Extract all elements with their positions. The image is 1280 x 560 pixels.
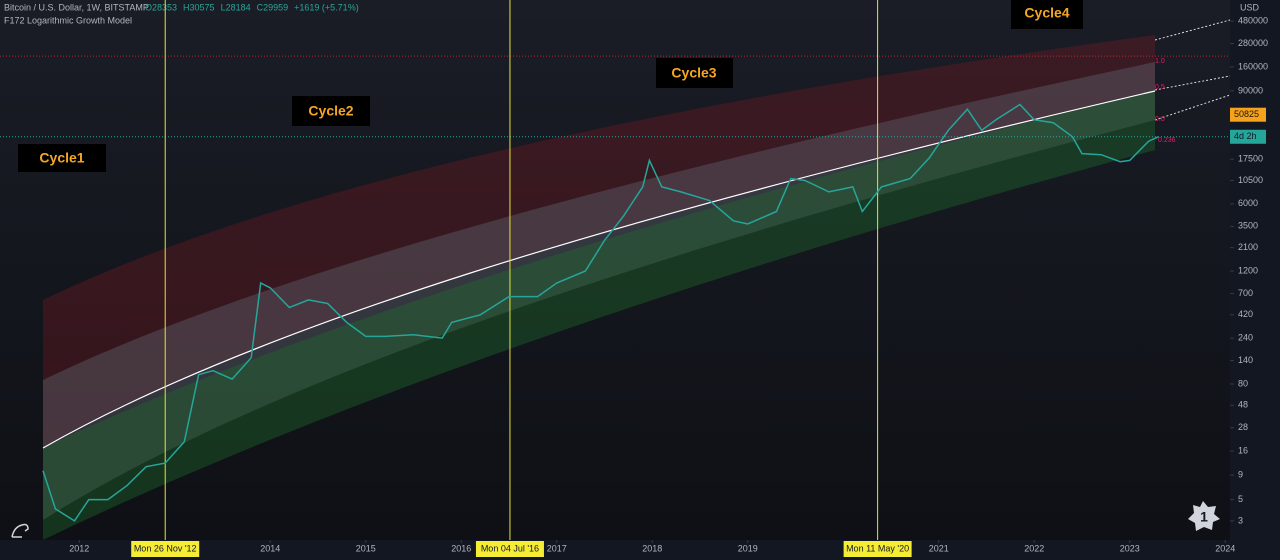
x-tick-label: 2018 bbox=[642, 543, 662, 553]
ohlc-value: C29959 bbox=[257, 2, 289, 12]
symbol: Bitcoin / U.S. Dollar, 1W, BITSTAMP bbox=[4, 2, 149, 12]
y-tick-label: 80 bbox=[1238, 378, 1248, 388]
y-tick-label: 700 bbox=[1238, 288, 1253, 298]
badge: 1 bbox=[1200, 509, 1208, 525]
date-marker-bg bbox=[843, 541, 912, 557]
currency: USD bbox=[1240, 2, 1260, 12]
x-tick-label: 2015 bbox=[356, 543, 376, 553]
price-label: 50825 bbox=[1234, 109, 1259, 119]
price-label: 4d 2h bbox=[1234, 131, 1257, 141]
cycle-box bbox=[292, 96, 370, 126]
cycle-label: Cycle2 bbox=[308, 103, 353, 119]
cycle-box bbox=[18, 144, 106, 172]
projection-lines bbox=[1154, 19, 1231, 121]
fib-label: 1.0 bbox=[1155, 58, 1165, 65]
y-tick-label: 9 bbox=[1238, 469, 1243, 479]
ohlc-value: L28184 bbox=[221, 2, 251, 12]
y-tick-label: 48 bbox=[1238, 400, 1248, 410]
y-tick-label: 17500 bbox=[1238, 154, 1263, 164]
price-axis bbox=[1230, 0, 1280, 540]
y-tick-label: 6000 bbox=[1238, 198, 1258, 208]
x-tick-label: 2023 bbox=[1120, 543, 1140, 553]
y-tick-label: 5 bbox=[1238, 494, 1243, 504]
date-marker-label: Mon 11 May '20 bbox=[846, 543, 909, 553]
y-tick-label: 10500 bbox=[1238, 175, 1263, 185]
indicator: F172 Logarithmic Growth Model bbox=[4, 15, 132, 25]
cycle-box bbox=[1011, 0, 1083, 29]
fib-label: 0.236 bbox=[1158, 137, 1176, 144]
logo bbox=[11, 523, 29, 538]
y-tick-label: 1200 bbox=[1238, 265, 1258, 275]
x-tick-label: 2017 bbox=[547, 543, 567, 553]
y-tick-label: 160000 bbox=[1238, 61, 1268, 71]
x-tick-label: 2024 bbox=[1215, 543, 1235, 553]
y-tick-label: 2100 bbox=[1238, 242, 1258, 252]
fib-label: 0.5 bbox=[1155, 84, 1165, 91]
ohlc-value: H30575 bbox=[183, 2, 215, 12]
x-tick-label: 2019 bbox=[738, 543, 758, 553]
cycle-box bbox=[656, 58, 733, 88]
y-tick-label: 3 bbox=[1238, 515, 1243, 525]
x-tick-label: 2016 bbox=[451, 543, 471, 553]
neutral-band bbox=[43, 62, 1155, 520]
cycle-label: Cycle4 bbox=[1024, 5, 1069, 21]
price-line-series bbox=[42, 103, 1159, 522]
y-tick-label: 420 bbox=[1238, 309, 1253, 319]
ohlc-value: O28353 bbox=[145, 2, 177, 12]
y-tick-label: 3500 bbox=[1238, 221, 1258, 231]
x-tick-label: 2022 bbox=[1024, 543, 1044, 553]
ohlc: O28353 H30575 L28184 C29959 +1619 (+5.71%) bbox=[145, 2, 359, 12]
fib-label: 0.0 bbox=[1155, 116, 1165, 123]
model-centerline bbox=[42, 90, 1156, 449]
ohlc-value: +1619 (+5.71%) bbox=[294, 2, 359, 12]
time-axis bbox=[0, 540, 1280, 560]
x-tick-label: 2012 bbox=[69, 543, 89, 553]
x-tick-label: 2014 bbox=[260, 543, 280, 553]
price-label-bg bbox=[1230, 107, 1266, 122]
cycle-label: Cycle3 bbox=[671, 65, 716, 81]
cycle-label: Cycle1 bbox=[39, 150, 84, 166]
date-marker-bg bbox=[475, 541, 544, 557]
x-tick-label: 2021 bbox=[929, 543, 949, 553]
badge-shape bbox=[1188, 501, 1220, 531]
y-tick-label: 28 bbox=[1238, 422, 1248, 432]
date-marker-label: Mon 04 Jul '16 bbox=[481, 543, 539, 553]
price-label-bg bbox=[1230, 129, 1266, 144]
date-marker-label: Mon 26 Nov '12 bbox=[134, 543, 197, 553]
y-tick-label: 16 bbox=[1238, 445, 1248, 455]
y-tick-label: 280000 bbox=[1238, 38, 1268, 48]
plot-area bbox=[0, 0, 1230, 540]
y-tick-label: 240 bbox=[1238, 333, 1253, 343]
red-band bbox=[43, 35, 1155, 448]
y-tick-label: 140 bbox=[1238, 355, 1253, 365]
green-band bbox=[43, 91, 1155, 540]
y-tick-label: 480000 bbox=[1238, 15, 1268, 25]
date-marker-bg bbox=[131, 541, 200, 557]
y-tick-label: 90000 bbox=[1238, 85, 1263, 95]
